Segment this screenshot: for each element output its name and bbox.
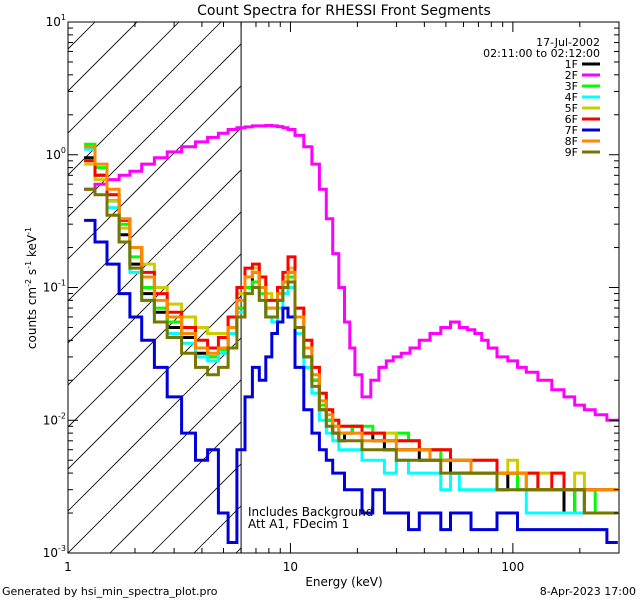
hatch-line	[151, 463, 242, 553]
hatch-line	[68, 22, 222, 176]
hatch-line	[68, 253, 242, 428]
x-tick-label: 10	[283, 560, 298, 574]
hatch-line	[68, 295, 242, 470]
hatch-line	[68, 169, 242, 344]
legend-label-8f: 8F	[565, 135, 578, 148]
x-axis-ticks: 1 10 100	[64, 22, 620, 574]
y-label-part: keV	[25, 234, 39, 261]
legend-label-1f: 1F	[565, 58, 578, 71]
y-label-exp: -1	[24, 261, 33, 269]
footer-timestamp: 8-Apr-2023 17:00	[540, 585, 636, 598]
y-tick-label: 10-3	[43, 544, 66, 560]
series-7f	[84, 218, 618, 544]
generated-by-text: Generated by hsi_min_spectra_plot.pro	[2, 585, 218, 598]
hatch-line	[68, 43, 242, 218]
spectra-series	[84, 124, 619, 544]
hatch-line	[109, 421, 242, 553]
hatch-line	[68, 211, 242, 386]
y-label-exp: -1	[24, 227, 33, 235]
y-axis-label: counts cm-2 s-1 keV-1	[24, 227, 39, 349]
legend-label-5f: 5F	[565, 102, 578, 115]
hatch-line	[68, 379, 242, 553]
legend-label-3f: 3F	[565, 80, 578, 93]
series-2f	[84, 124, 619, 422]
hatch-line	[68, 22, 180, 134]
y-tick-label: 100	[46, 146, 66, 162]
y-tick-label: 101	[46, 13, 66, 29]
chart-title: Count Spectra for RHESSI Front Segments	[197, 3, 491, 19]
y-label-part: s	[25, 269, 39, 279]
y-tick-label: 10-1	[43, 279, 66, 295]
date-text: 17-Jul-2002	[536, 36, 600, 49]
legend-label-4f: 4F	[565, 91, 578, 104]
y-label-part: counts cm	[25, 287, 39, 349]
legend-label-6f: 6F	[565, 113, 578, 126]
hatch-line	[68, 337, 242, 512]
x-axis-label: Energy (keV)	[305, 575, 382, 589]
series-8f	[84, 145, 618, 492]
legend-label-2f: 2F	[565, 69, 578, 82]
y-axis-ticks: 10-3 10-2 10-1 100 101	[43, 13, 619, 560]
annotation-background: Includes Background	[248, 505, 373, 519]
x-tick-label: 100	[501, 560, 524, 574]
hatch-line	[68, 85, 242, 260]
x-tick-label: 1	[64, 560, 72, 574]
y-label-exp: -2	[24, 279, 33, 287]
time-range-text: 02:11:00 to 02:12:00	[483, 47, 600, 60]
hatch-line	[68, 127, 242, 302]
annotation-attenuator: Att A1, FDecim 1	[248, 517, 349, 531]
legend-label-7f: 7F	[565, 124, 578, 137]
legend-label-9f: 9F	[565, 146, 578, 159]
y-tick-label: 10-2	[43, 411, 66, 427]
series-9f	[84, 187, 618, 515]
